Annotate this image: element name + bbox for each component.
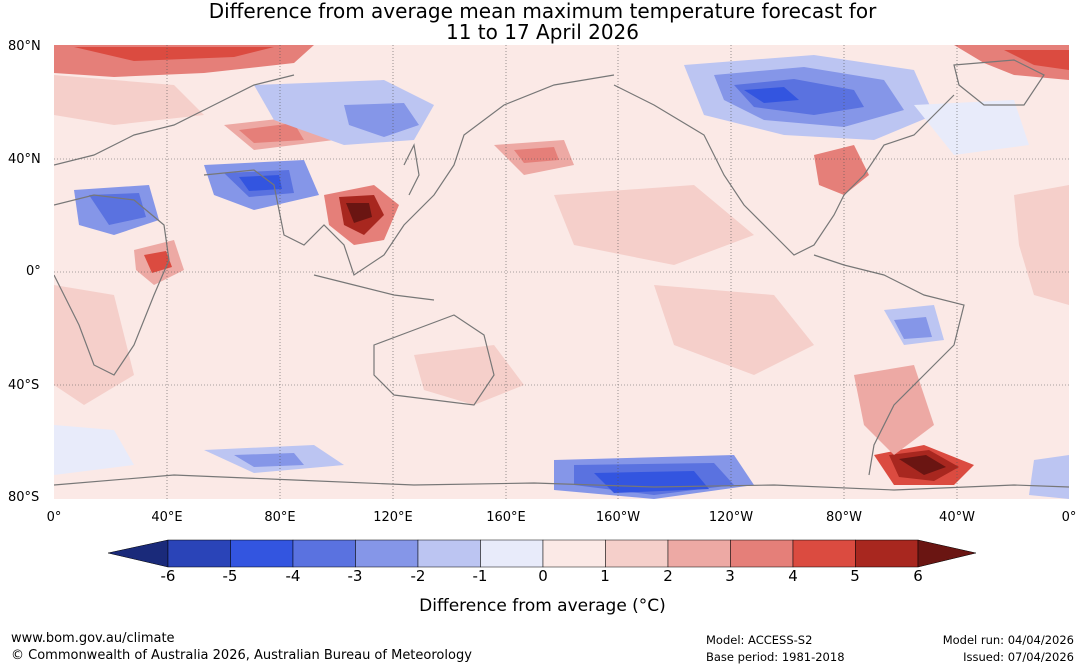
coast-south-america: [813, 254, 965, 476]
lon-label-120w: 120°W: [708, 510, 754, 525]
colorbar-tick: -5: [222, 567, 238, 585]
colorbar-swatch-below-min: [107, 539, 169, 568]
copyright-text: © Commonwealth of Australia 2026, Austra…: [11, 648, 472, 663]
colorbar-swatch-above-max: [917, 539, 977, 568]
lon-label-40e: 40°E: [151, 510, 183, 525]
warm-anomaly-regions: [54, 45, 1069, 485]
coast-asia: [203, 74, 615, 276]
colorbar-swatch-9: [667, 539, 731, 568]
coast-greenland: [953, 59, 1045, 106]
colorbar-swatch-1: [167, 539, 231, 568]
colorbar-tick: 4: [788, 567, 798, 585]
base-period: Base period: 1981-2018: [706, 650, 845, 664]
colorbar-swatch-10: [730, 539, 794, 568]
coast-north-america: [613, 84, 955, 256]
model-name: Model: ACCESS-S2: [706, 633, 813, 647]
colorbar-tick: 3: [725, 567, 735, 585]
colorbar-tick: 1: [600, 567, 610, 585]
coast-europe: [54, 74, 295, 166]
colorbar-swatch-3: [292, 539, 356, 568]
map-title-line1: Difference from average mean maximum tem…: [208, 0, 877, 23]
colorbar-swatch-6: [480, 539, 544, 568]
colorbar-swatch-2: [230, 539, 294, 568]
website-link[interactable]: www.bom.gov.au/climate: [11, 631, 175, 646]
graticule: [54, 45, 1069, 499]
lon-label-80e: 80°E: [264, 510, 296, 525]
colorbar-tick: 2: [663, 567, 673, 585]
colorbar-tick: 5: [850, 567, 860, 585]
coast-africa: [54, 194, 170, 376]
colorbar-swatch-12: [855, 539, 919, 568]
lat-label-80n: 80°N: [8, 39, 41, 54]
issued-date: Issued: 07/04/2026: [963, 650, 1074, 664]
lon-label-160w: 160°W: [595, 510, 641, 525]
colorbar-swatch-4: [355, 539, 419, 568]
model-run-date: Model run: 04/04/2026: [942, 633, 1074, 647]
anomaly-field: [54, 45, 1069, 499]
lat-label-equator: 0°: [26, 264, 41, 279]
colorbar-tick: -3: [347, 567, 363, 585]
colorbar-swatch-7: [542, 539, 606, 568]
colorbar-swatch-11: [792, 539, 856, 568]
cool-anomaly-regions: [54, 55, 1069, 499]
colorbar-tick: 0: [538, 567, 548, 585]
warm-region-us-east: [814, 145, 869, 195]
lat-label-40n: 40°N: [8, 152, 41, 167]
colorbar-tick: -4: [285, 567, 301, 585]
coast-antarctica: [54, 474, 1069, 491]
colorbar: [107, 539, 978, 573]
colorbar-tick: -1: [472, 567, 488, 585]
lon-label-160e: 160°E: [486, 510, 526, 525]
lon-label-0-right: 0°: [1061, 510, 1077, 525]
map-title-line2: 11 to 17 April 2026: [445, 20, 640, 44]
colorbar-swatch-8: [605, 539, 669, 568]
temperature-anomaly-map: [54, 45, 1069, 499]
lon-label-0-left: 0°: [46, 510, 62, 525]
colorbar-tick: -2: [410, 567, 426, 585]
lon-label-80w: 80°W: [826, 510, 862, 525]
colorbar-swatches: [107, 539, 977, 568]
coastlines: [54, 59, 1069, 491]
lon-label-40w: 40°W: [939, 510, 975, 525]
lon-label-120e: 120°E: [373, 510, 413, 525]
lat-label-80s: 80°S: [8, 490, 40, 505]
coast-indonesia: [313, 274, 435, 301]
colorbar-tick: -6: [160, 567, 176, 585]
lat-label-40s: 40°S: [8, 378, 40, 393]
coast-japan: [403, 143, 420, 196]
colorbar-label: Difference from average (°C): [419, 596, 666, 616]
colorbar-swatch-5: [417, 539, 481, 568]
colorbar-tick: 6: [913, 567, 923, 585]
